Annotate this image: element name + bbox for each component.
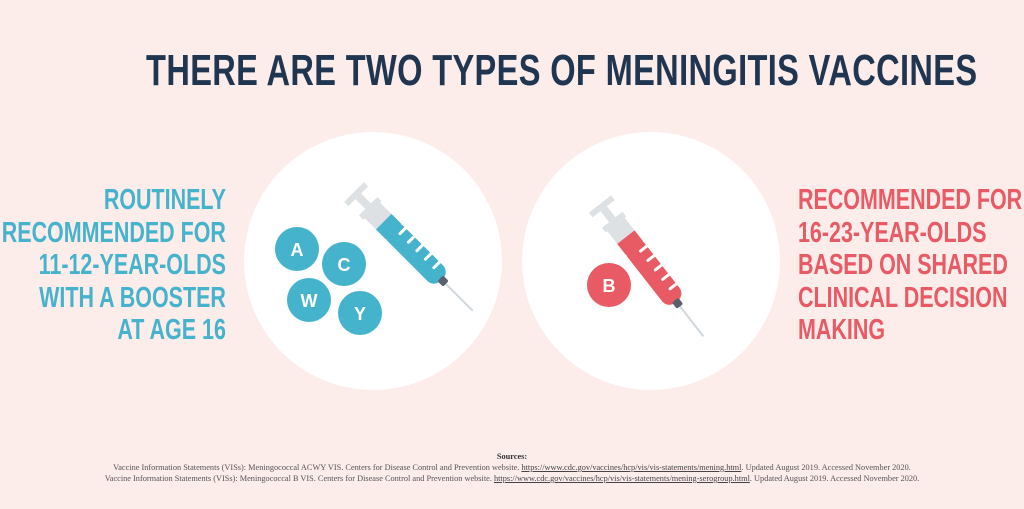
- source-link[interactable]: https://www.cdc.gov/vaccines/hcp/vis/vis…: [493, 474, 750, 483]
- badge-w: W: [287, 278, 331, 322]
- source-link[interactable]: https://www.cdc.gov/vaccines/hcp/vis/vis…: [521, 463, 742, 472]
- sources-heading: Sources:: [496, 452, 528, 461]
- acwy-vaccine-circle: A C W Y: [244, 132, 502, 390]
- svg-text:A: A: [291, 240, 304, 260]
- syringe-icon: [588, 195, 705, 338]
- page-title: THERE ARE TWO TYPES OF MENINGITIS VACCIN…: [146, 46, 978, 95]
- b-illustration: B: [587, 195, 705, 338]
- acwy-description: ROUTINELY RECOMMENDED FOR 11-12-YEAR-OLD…: [1, 184, 226, 346]
- sources: Sources: Vaccine Information Statements …: [0, 451, 1024, 484]
- svg-text:C: C: [338, 255, 351, 275]
- badge-y: Y: [338, 291, 382, 335]
- source-item: Vaccine Information Statements (VISs): M…: [113, 463, 911, 472]
- badge-b: B: [587, 263, 631, 307]
- b-vaccine-circle: B: [522, 132, 780, 390]
- acwy-illustration: A C W Y: [275, 182, 474, 335]
- svg-text:Y: Y: [354, 304, 366, 324]
- b-description: RECOMMENDED FOR 16-23-YEAR-OLDS BASED ON…: [798, 184, 1023, 346]
- badge-c: C: [322, 242, 366, 286]
- source-item: Vaccine Information Statements (VISs): M…: [104, 474, 920, 483]
- syringe-icon: [344, 182, 474, 312]
- svg-text:W: W: [301, 291, 318, 311]
- badge-a: A: [275, 227, 319, 271]
- svg-text:B: B: [603, 276, 616, 296]
